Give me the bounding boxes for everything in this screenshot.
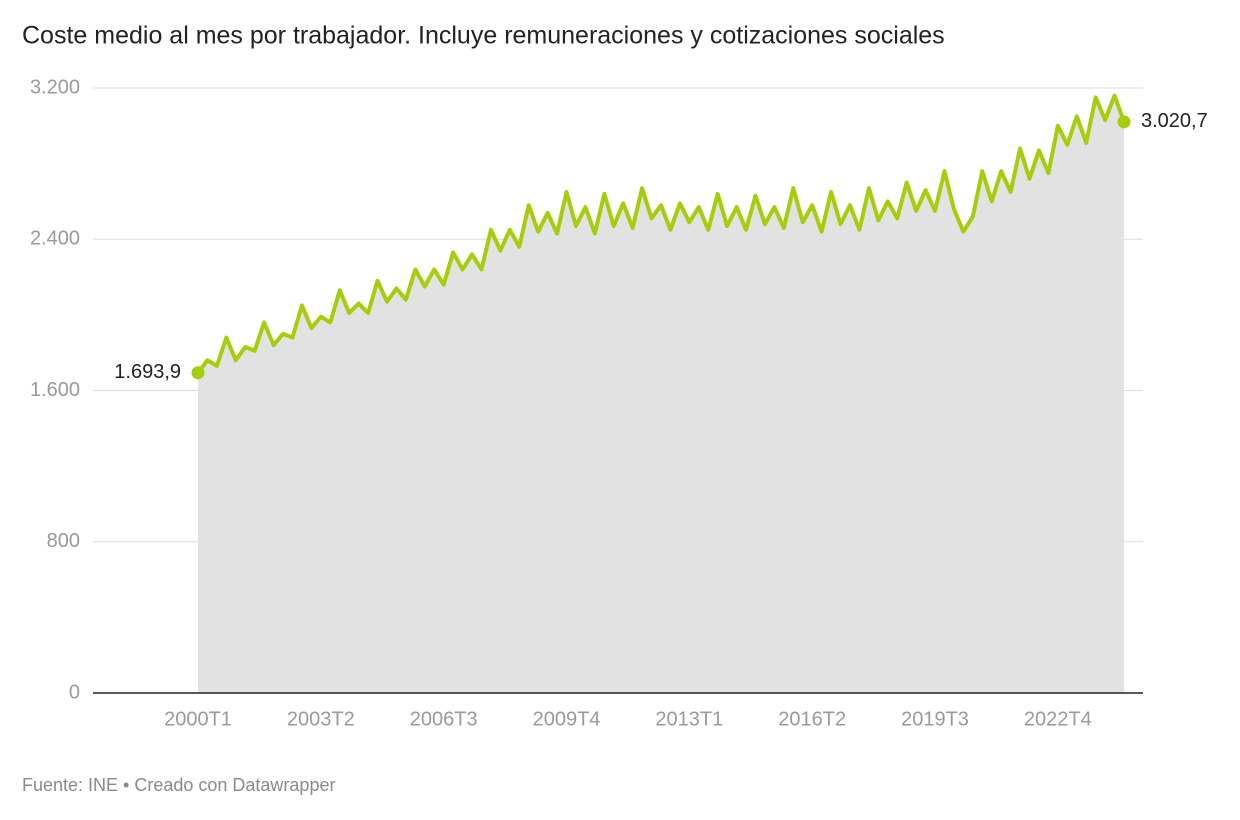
x-tick-label: 2016T2 xyxy=(778,708,846,730)
point xyxy=(191,366,205,380)
x-tick-label: 2019T3 xyxy=(901,708,969,730)
y-tick-label: 800 xyxy=(47,530,80,552)
x-tick-label: 2003T2 xyxy=(287,708,355,730)
area xyxy=(198,95,1124,693)
x-tick-label: 2006T3 xyxy=(410,708,478,730)
x-tick-label: 2009T4 xyxy=(533,708,601,730)
y-tick-label: 3.200 xyxy=(30,76,80,98)
x-tick-label: 2013T1 xyxy=(655,708,723,730)
y-tick-label: 2.400 xyxy=(30,228,80,250)
source: Fuente: INE • Creado con Datawrapper xyxy=(22,775,335,795)
line xyxy=(196,93,1126,374)
y-tick-label: 1.600 xyxy=(30,379,80,401)
value-label: 3.020,7 xyxy=(1141,110,1208,132)
x-tick-label: 2022T4 xyxy=(1024,708,1092,730)
value-label: 1.693,9 xyxy=(114,361,181,383)
x-tick-label: 2000T1 xyxy=(164,708,232,730)
point xyxy=(1117,115,1131,129)
y-tick-label: 0 xyxy=(69,681,80,703)
chart-title: Coste medio al mes por trabajador. Inclu… xyxy=(22,22,945,50)
